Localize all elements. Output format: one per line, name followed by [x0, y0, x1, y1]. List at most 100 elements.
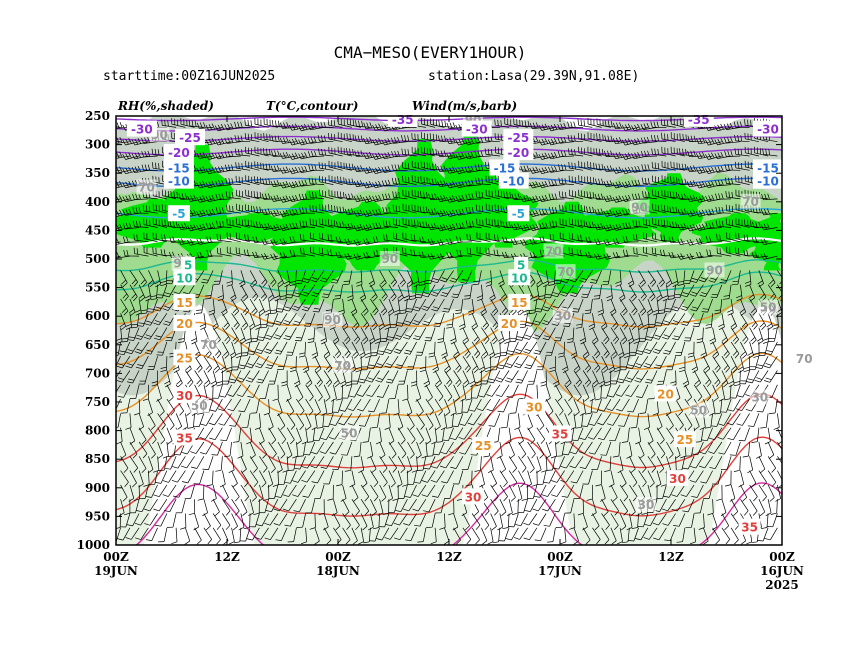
wind-barb-feather [196, 238, 200, 245]
wind-barb-feather [132, 220, 135, 227]
wind-barb-shaft [261, 513, 269, 527]
wind-barb-feather [265, 510, 272, 513]
wind-barb-shaft [120, 270, 128, 283]
wind-barb-shaft [236, 181, 251, 185]
wind-barb-feather [257, 176, 259, 183]
wind-barb-feather [116, 365, 123, 369]
wind-barb-shaft [141, 356, 149, 369]
wind-barb [287, 527, 297, 543]
wind-barb [273, 327, 288, 340]
wind-barb-shaft [140, 527, 149, 540]
wind-barb-feather [304, 179, 308, 186]
wind-barb-feather [289, 236, 292, 243]
wind-barb-feather [164, 119, 166, 126]
wind-barb-shaft [262, 327, 269, 341]
wind-barb-feather [273, 239, 277, 245]
wind-barb [230, 284, 237, 302]
wind-barb-feather [291, 195, 296, 202]
wind-barb-feather [261, 482, 267, 488]
wind-barb-feather [261, 193, 265, 200]
wind-barb [118, 499, 125, 517]
wind-barb-feather [290, 366, 297, 369]
wind-barb-feather [479, 205, 481, 212]
wind-barb-shaft [208, 398, 214, 413]
wind-barb-feather [197, 498, 204, 501]
wind-barb-feather [128, 138, 132, 144]
wind-barb [239, 327, 246, 345]
wind-barb-shaft [160, 470, 168, 484]
wind-barb-feather [286, 454, 293, 459]
wind-barb-feather [298, 180, 302, 187]
wind-barb-feather [298, 396, 304, 402]
wind-barb-shaft [280, 341, 288, 355]
wind-barb [279, 137, 297, 144]
wind-barb-shaft [291, 241, 306, 243]
wind-barb-feather [216, 220, 219, 227]
wind-barb-feather [253, 310, 258, 316]
wind-barb-feather [241, 468, 247, 474]
wind-barb-feather [215, 207, 218, 214]
wind-barb-feather [144, 150, 148, 157]
wind-barb-feather [227, 137, 231, 144]
wind-barb [171, 470, 186, 483]
wind-barb [155, 470, 168, 484]
wind-barb [249, 284, 259, 302]
wind-barb-shaft [212, 527, 221, 540]
wind-barb [256, 513, 269, 527]
wind-barb [129, 298, 136, 316]
wind-barb-shaft [148, 284, 152, 299]
wind-barb-shaft [231, 484, 240, 497]
wind-barb-feather [119, 350, 126, 353]
wind-barb-feather [302, 366, 309, 371]
wind-barb [121, 327, 131, 343]
wind-barb-feather [292, 480, 299, 483]
wind-barb-shaft [277, 427, 287, 440]
wind-barb [226, 246, 241, 257]
wind-barb-feather [128, 181, 132, 187]
wind-barb-feather [266, 148, 268, 155]
wind-barb-feather [273, 180, 277, 187]
wind-barb-shaft [269, 341, 279, 354]
wind-barb-feather [134, 152, 139, 159]
wind-barb-feather [154, 337, 160, 341]
wind-barb-feather [237, 148, 240, 155]
wind-barb [193, 413, 205, 427]
wind-barb-shaft [129, 313, 133, 328]
wind-barb-shaft [214, 427, 223, 440]
wind-barb-feather [208, 124, 213, 130]
wind-barb [222, 341, 230, 359]
wind-barb-shaft [226, 427, 232, 441]
wind-barb-feather [223, 322, 229, 328]
wind-barb-shaft [215, 398, 223, 412]
wind-barb-shaft [157, 456, 160, 471]
wind-barb [314, 356, 322, 374]
wind-barb-feather [262, 148, 265, 155]
wind-barb-feather [257, 378, 264, 381]
wind-barb-shaft [249, 427, 253, 442]
wind-barb-shaft [249, 499, 254, 513]
wind-barb-shaft [168, 470, 177, 483]
wind-barb [144, 499, 158, 512]
wind-barb-shaft [256, 399, 260, 413]
wind-barb-feather [193, 526, 199, 531]
wind-barb-feather [282, 252, 286, 258]
wind-barb-shaft [185, 370, 194, 383]
wind-barb-shaft [203, 313, 207, 328]
wind-barb-shaft [307, 270, 316, 283]
wind-barb-shaft [268, 399, 270, 414]
wind-barb-feather [303, 325, 311, 327]
wind-barb-shaft [306, 284, 316, 297]
wind-barb [213, 270, 223, 285]
wind-barb [116, 252, 130, 259]
wind-barb [293, 456, 306, 470]
wind-barb-feather [305, 221, 308, 228]
wind-barb-feather [164, 380, 170, 385]
wind-barb [305, 370, 313, 388]
wind-barb-shaft [159, 298, 168, 312]
wind-barb [238, 513, 245, 531]
wind-barb-feather [244, 496, 249, 502]
wind-barb-feather [217, 124, 222, 131]
wind-barb [170, 191, 186, 200]
wind-barb-feather [138, 207, 141, 214]
wind-barb [301, 427, 308, 445]
